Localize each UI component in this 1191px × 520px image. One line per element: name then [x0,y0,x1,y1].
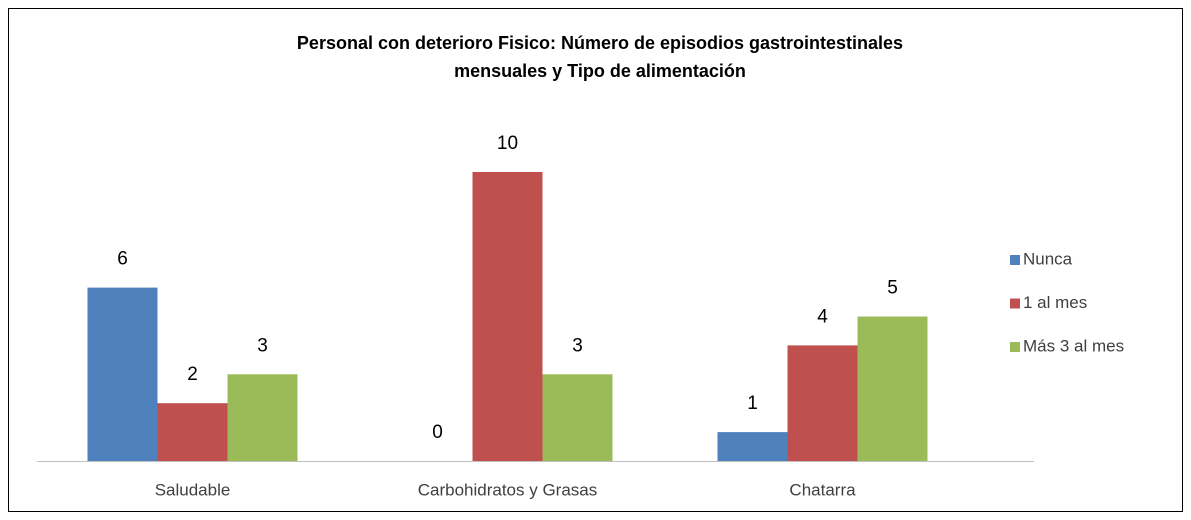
legend-label: 1 al mes [1023,293,1087,312]
chart-title: mensuales y Tipo de alimentación [454,61,746,81]
data-label: 10 [497,133,518,154]
data-label: 2 [187,364,198,385]
chart-title: Personal con deterioro Fisico: Número de… [297,33,903,53]
bar [717,432,788,461]
bar [87,287,158,461]
legend-label: Nunca [1023,249,1073,268]
data-label: 5 [887,278,898,299]
data-label: 6 [117,249,128,270]
bar [157,403,228,461]
x-tick-label: Chatarra [789,480,856,499]
data-label: 3 [572,335,583,356]
legend-label: Más 3 al mes [1023,336,1124,355]
legend-swatch [1010,298,1020,309]
data-label: 1 [747,393,758,414]
bar [857,316,928,461]
bar [787,345,858,461]
legend-swatch [1010,255,1020,265]
bar [227,374,298,461]
data-label: 0 [432,422,443,443]
x-tick-label: Carbohidratos y Grasas [418,480,598,499]
data-label: 4 [817,306,828,327]
bar [472,172,543,461]
bar [542,374,613,461]
data-label: 3 [257,335,268,356]
legend-swatch [1010,342,1020,352]
x-tick-label: Saludable [155,480,231,499]
